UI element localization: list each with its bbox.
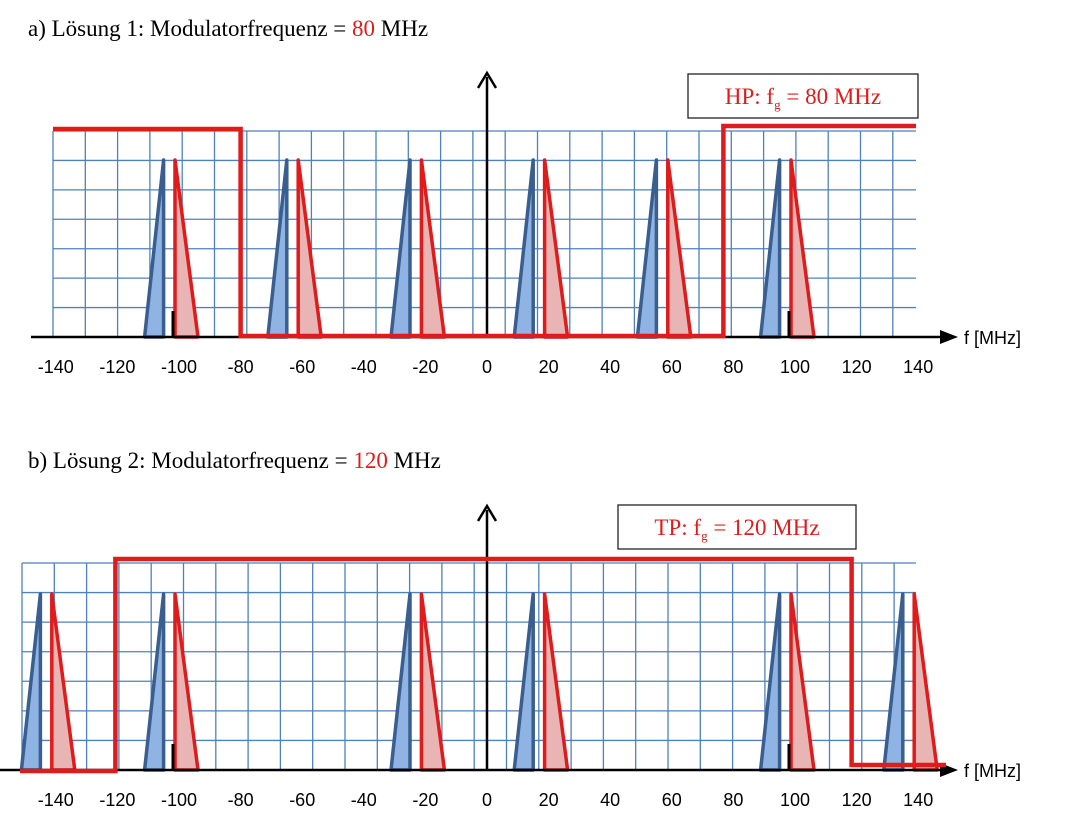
filter-label-subscript: g xyxy=(701,528,708,543)
tick-label: -120 xyxy=(99,357,135,377)
tick-label: 100 xyxy=(780,357,810,377)
tick-label: -20 xyxy=(412,790,438,810)
tick-label: -120 xyxy=(99,790,135,810)
filter-label-value: = 120 MHz xyxy=(708,515,820,540)
filter-label-main: HP: f xyxy=(725,84,775,109)
tick-label: 80 xyxy=(723,790,743,810)
red-spectral-line xyxy=(542,592,570,772)
axis-arrow-up xyxy=(476,503,498,522)
red-spectral-line xyxy=(912,592,939,772)
tick-label: 120 xyxy=(842,357,872,377)
filter-response xyxy=(53,123,916,339)
red-spectral-line xyxy=(173,592,200,772)
red-spectral-line xyxy=(50,592,77,772)
axis-arrow-up xyxy=(476,70,498,89)
blue-spectral-line xyxy=(512,592,535,772)
tick-label: -60 xyxy=(289,790,315,810)
tick-label: -140 xyxy=(38,790,74,810)
blue-spectral-line xyxy=(882,592,905,772)
filter-label-main: TP: f xyxy=(654,515,701,540)
panel-a-chart: HP: fg = 80 MHz -140 -120 -100 -80 -60 -40 -20 0… xyxy=(31,70,1021,377)
tick-label: -80 xyxy=(228,790,254,810)
tick-label: -40 xyxy=(351,790,377,810)
blue-spectral-line xyxy=(19,592,43,772)
tick-label: 60 xyxy=(662,790,682,810)
filter-label: HP: fg = 80 MHz xyxy=(725,84,881,112)
axis-arrow-right xyxy=(940,330,958,344)
tick-label: 20 xyxy=(539,357,559,377)
filter-label: TP: fg = 120 MHz xyxy=(654,515,819,543)
filter-label-subscript: g xyxy=(774,97,781,112)
tick-label: -80 xyxy=(228,357,254,377)
tick-label: 40 xyxy=(600,790,620,810)
filter-label-value: = 80 MHz xyxy=(781,84,882,109)
axis-unit-label: f [MHz] xyxy=(964,328,1021,348)
panel-a-prefix: a) Lösung 1: Modulatorfrequenz = xyxy=(28,16,353,41)
tick-label: 0 xyxy=(482,790,492,810)
tick-label: -100 xyxy=(161,357,197,377)
blue-spectral-line xyxy=(389,592,412,772)
tick-label: -20 xyxy=(412,357,438,377)
panel-b-chart: TP: fg = 120 MHz -140 -120 -100 -80 -60 -40 -20… xyxy=(0,503,1021,810)
tick-label: 100 xyxy=(780,790,810,810)
filter-label-box xyxy=(687,73,919,119)
red-spectral-line xyxy=(789,592,816,772)
blue-spectral-line xyxy=(142,592,166,772)
panel-a-frequency: 80 xyxy=(352,16,376,41)
tick-label: 140 xyxy=(903,357,933,377)
tick-label: -140 xyxy=(38,357,74,377)
tick-label: -60 xyxy=(289,357,315,377)
tick-label: 60 xyxy=(662,357,682,377)
tick-label: 0 xyxy=(482,357,492,377)
panel-b-frequency: 120 xyxy=(353,448,388,473)
panel-b-unit: MHz xyxy=(387,448,441,473)
panel-a-heading: a) Lösung 1: Modulatorfrequenz = 80 MHz xyxy=(28,16,428,42)
panel-b-heading: b) Lösung 2: Modulatorfrequenz = 120 MHz xyxy=(28,448,441,474)
filter-label-box xyxy=(617,504,857,550)
tick-label: 120 xyxy=(842,790,872,810)
panel-a-unit: MHz xyxy=(375,16,429,41)
tick-label: -40 xyxy=(351,357,377,377)
tick-label: 140 xyxy=(903,790,933,810)
tick-label: 40 xyxy=(600,357,620,377)
blue-spectral-line xyxy=(758,592,782,772)
tick-label: 80 xyxy=(723,357,743,377)
tick-label: 20 xyxy=(539,790,559,810)
axis-unit-label: f [MHz] xyxy=(964,761,1021,781)
panel-b-prefix: b) Lösung 2: Modulatorfrequenz = xyxy=(28,448,354,473)
red-spectral-line xyxy=(419,592,447,772)
tick-label: -100 xyxy=(161,790,197,810)
filter-response xyxy=(20,556,946,774)
